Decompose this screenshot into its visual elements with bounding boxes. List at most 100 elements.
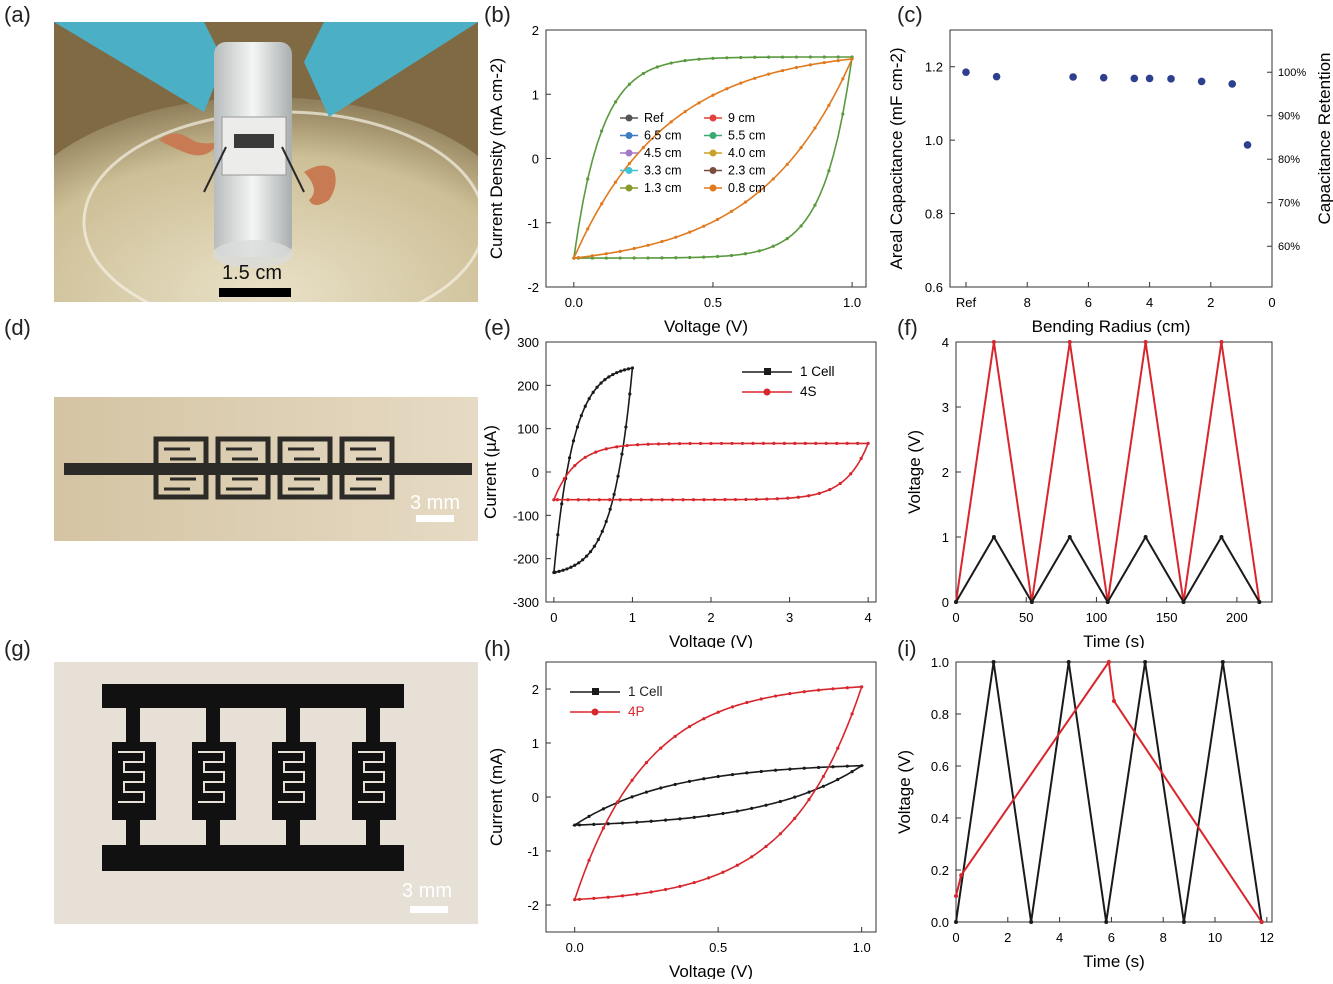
series-4s-point xyxy=(845,441,849,446)
legend-entry: 4S xyxy=(800,384,817,399)
series-4s-point xyxy=(604,447,608,451)
series-1-cell-point xyxy=(592,822,596,826)
x-tick-label: 2 xyxy=(707,610,714,625)
data-point xyxy=(1130,74,1139,83)
chart-b-cv-bending: 0.0 0.5 1.0 -2 -1 0 1 2 Voltage (V) Current Densi… xyxy=(484,0,894,340)
series-0.8cm-point xyxy=(836,59,840,63)
series-4p-point xyxy=(663,887,668,892)
series-1-cell-point xyxy=(592,544,597,548)
series-1-cell-point xyxy=(620,452,624,456)
series-4s-point xyxy=(786,496,790,500)
series-4s-point xyxy=(730,441,734,446)
panel-label-f: (f) xyxy=(897,315,918,340)
y-tick-label: 300 xyxy=(517,335,539,350)
series-4p-point xyxy=(807,797,811,802)
series-4s-point xyxy=(817,491,821,495)
data-point xyxy=(959,873,964,878)
y-tick-label: 0.2 xyxy=(931,863,949,878)
data-point xyxy=(991,660,996,664)
series-1-cell-point xyxy=(702,777,706,781)
series-1-cell-point xyxy=(687,779,692,783)
series-4s-point xyxy=(709,441,713,446)
series-4p-point xyxy=(773,694,778,698)
chart-e-cv-series: 0 1 2 3 4 -300 -200 -100 0 100 200 300 Voltage (V) Cu… xyxy=(481,318,894,651)
series-1-cell-point xyxy=(836,777,840,782)
legend-marker xyxy=(709,167,717,174)
y-tick-label: 0 xyxy=(532,152,539,167)
series-1-cell-point xyxy=(573,563,577,567)
series-1-cell-point xyxy=(587,397,591,401)
y-tick-label: 0.0 xyxy=(931,915,949,930)
series-4s-point xyxy=(677,442,682,446)
series-4p-point xyxy=(759,697,763,701)
series-ref-point xyxy=(688,255,692,260)
x-tick-label: 0.5 xyxy=(709,940,727,955)
y2-tick-label: 70% xyxy=(1278,198,1300,210)
data-point xyxy=(1197,77,1206,86)
series-4p-point xyxy=(745,700,749,705)
series-4s-point xyxy=(765,497,769,501)
series-4s-point xyxy=(681,498,685,502)
series-1-cell-point xyxy=(630,795,634,799)
series-0.8cm-point xyxy=(771,177,775,181)
series-1-cell-point xyxy=(750,806,754,810)
series-ref-point xyxy=(808,55,812,59)
series-0.8cm xyxy=(572,57,854,260)
y-tick-label: 0.6 xyxy=(931,759,949,774)
x-tick-label: 0 xyxy=(952,610,959,625)
series-1-cell-point xyxy=(716,774,720,779)
series-0.8cm-point xyxy=(586,227,590,231)
legend-entry: 5.5 cm xyxy=(728,129,766,143)
y-tick-label: 200 xyxy=(517,378,539,393)
y-tick-label: 2 xyxy=(532,682,539,697)
x-tick-label: 150 xyxy=(1156,610,1178,625)
series-4p-point xyxy=(860,685,864,689)
series-1-cell-point xyxy=(600,529,604,533)
series-0.8cm-point xyxy=(572,256,576,260)
series-4p-point xyxy=(620,894,625,898)
legend-entry: 4.5 cm xyxy=(644,146,682,160)
x-tick-label: 50 xyxy=(1019,610,1033,625)
data-point xyxy=(1143,660,1148,664)
series-1-cell xyxy=(955,535,1261,604)
x-tick-label: 1 xyxy=(629,610,636,625)
x-axis-label: Bending Radius (cm) xyxy=(1032,317,1191,336)
series-4p-point xyxy=(802,690,806,694)
series-0.8cm-point xyxy=(794,65,799,70)
series-1-cell-point xyxy=(561,568,565,572)
series-1-cell-point xyxy=(845,764,849,768)
series-ref-point xyxy=(780,55,785,59)
series-ref-point xyxy=(711,56,715,60)
x-tick-label: 8 xyxy=(1160,930,1167,945)
series-ref-point xyxy=(757,249,761,253)
photo-d-illustration xyxy=(54,397,478,541)
data-point xyxy=(1105,600,1110,604)
chart-b-svg: 0.0 0.5 1.0 -2 -1 0 1 2 Voltage (V) Current Densi… xyxy=(487,23,867,336)
series-ref-point xyxy=(627,82,632,86)
series-4p-point xyxy=(616,800,620,804)
series-ref-point xyxy=(725,56,729,60)
data-point xyxy=(1069,73,1077,81)
data-point xyxy=(1029,600,1034,604)
series-4s-point xyxy=(775,497,779,501)
legend-marker xyxy=(763,388,771,396)
series-4s xyxy=(955,341,1261,603)
series-4p-point xyxy=(716,710,720,714)
y-tick-label: 0 xyxy=(532,790,539,805)
photo-g-illustration xyxy=(54,662,478,924)
legend-marker xyxy=(709,114,717,122)
series-1-cell-point xyxy=(608,507,612,511)
series-1-cell-point xyxy=(764,803,768,807)
x-tick-label: 0 xyxy=(550,610,557,625)
series-4s-point xyxy=(660,498,664,502)
y-tick-label: 1 xyxy=(942,530,949,545)
series-4p-point xyxy=(635,892,639,896)
series-ref-point xyxy=(771,244,775,248)
series-1-cell-point xyxy=(556,533,560,537)
series-ref-point xyxy=(683,59,687,63)
series-ref-point xyxy=(836,55,840,59)
series-4p xyxy=(955,659,1263,923)
x-tick-label: 8 xyxy=(1024,295,1031,310)
y-tick-label: 1 xyxy=(532,87,539,102)
series-4p-point xyxy=(778,832,782,836)
